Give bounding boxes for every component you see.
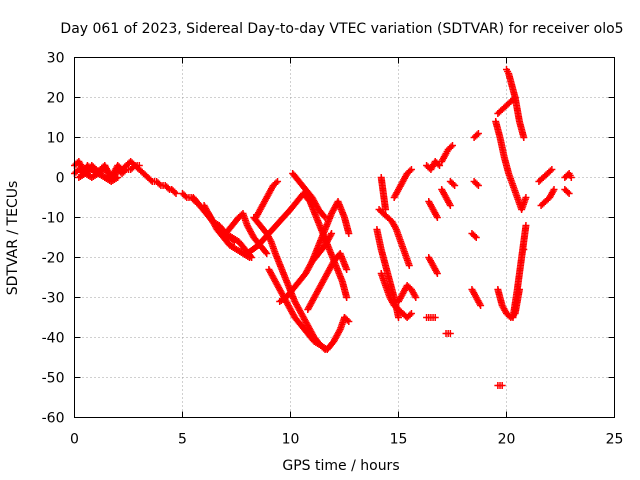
data-point-marker — [434, 160, 442, 168]
data-point-marker — [498, 382, 506, 389]
x-tick-label: 10 — [282, 432, 300, 448]
data-point-marker — [171, 188, 179, 196]
plot-frame — [74, 57, 615, 418]
data-point-marker — [135, 162, 143, 169]
data-point-marker — [433, 214, 441, 221]
data-point-marker — [343, 316, 351, 324]
data-point-marker — [114, 174, 122, 181]
data-point-marker — [473, 180, 481, 188]
y-tick-label: 30 — [47, 51, 65, 67]
data-point-marker — [449, 180, 457, 188]
data-point-marker — [272, 179, 280, 187]
data-point-marker — [477, 302, 485, 309]
chart-title: Day 061 of 2023, Sidereal Day-to-day VTE… — [60, 21, 623, 37]
data-point-marker — [172, 190, 180, 197]
data-point-marker — [274, 178, 282, 185]
data-point-marker — [405, 262, 413, 269]
data-point-marker — [245, 254, 253, 261]
data-point-marker — [472, 234, 480, 241]
data-point-marker — [263, 250, 271, 257]
data-point-marker — [446, 202, 454, 209]
data-point-marker — [471, 232, 479, 240]
data-point-marker — [407, 166, 415, 173]
data-point-marker — [511, 94, 519, 101]
y-tick-label: -40 — [42, 331, 65, 347]
y-axis-label: SDTVAR / TECUs — [5, 181, 21, 296]
data-point-marker — [548, 166, 556, 173]
data-point-marker — [473, 131, 481, 139]
y-tick-label: 0 — [56, 171, 65, 187]
data-point-marker — [406, 311, 414, 319]
data-point-marker — [565, 190, 573, 197]
data-point-marker — [164, 184, 172, 192]
axis-ticks — [74, 57, 615, 418]
data-point-marker — [343, 294, 351, 301]
data-point-marker — [449, 142, 456, 149]
data-point-marker — [130, 163, 138, 171]
y-tick-label: -30 — [42, 291, 65, 307]
data-point-marker — [522, 222, 530, 229]
y-tick-label: -60 — [42, 411, 65, 427]
data-point-marker — [520, 134, 528, 141]
data-point-marker — [546, 167, 554, 175]
y-tick-label: 10 — [47, 131, 65, 147]
y-tick-label: -50 — [42, 371, 65, 387]
data-point-marker — [328, 230, 336, 237]
data-point-marker — [345, 230, 353, 237]
data-point-marker — [181, 192, 189, 200]
data-point-marker — [262, 248, 270, 256]
x-tick-label: 0 — [70, 432, 79, 448]
data-point-marker — [431, 314, 439, 321]
data-point-marker — [147, 176, 155, 184]
data-point-marker — [335, 327, 343, 335]
data-point-marker — [320, 212, 328, 220]
data-point-marker — [395, 314, 402, 321]
data-point-marker — [446, 330, 454, 337]
data-points — [71, 66, 575, 389]
x-tick-label: 5 — [178, 432, 187, 448]
data-point-marker — [451, 182, 459, 189]
grid — [74, 57, 615, 418]
data-point-marker — [343, 266, 351, 273]
data-point-marker — [412, 294, 420, 301]
data-point-marker — [155, 180, 163, 188]
data-point-marker — [564, 188, 572, 196]
data-point-marker — [522, 194, 530, 201]
data-point-marker — [327, 231, 335, 239]
data-point-marker — [321, 346, 329, 353]
data-point-marker — [121, 167, 129, 175]
data-point-marker — [474, 130, 482, 137]
data-point-marker — [436, 162, 444, 169]
data-point-marker — [474, 182, 482, 189]
y-tick-label: -10 — [42, 211, 65, 227]
x-axis-label: GPS time / hours — [282, 458, 399, 474]
data-point-marker — [320, 344, 328, 352]
data-point-marker — [345, 318, 353, 325]
x-tick-label: 25 — [606, 432, 624, 448]
data-point-marker — [406, 167, 414, 175]
data-point-marker — [567, 174, 575, 181]
y-tick-label: 20 — [47, 91, 65, 107]
data-point-marker — [447, 143, 455, 151]
data-point-marker — [407, 310, 415, 317]
data-point-marker — [382, 206, 390, 213]
x-tick-label: 15 — [390, 432, 408, 448]
data-point-marker — [550, 186, 558, 193]
tick-labels: 0 5 10 15 20 25 -60 -50 -40 -30 -20 -10 0 10 20 30 — [42, 51, 624, 448]
x-tick-label: 20 — [498, 432, 516, 448]
data-point-marker — [433, 270, 441, 277]
y-tick-label: -20 — [42, 251, 65, 267]
data-point-marker — [321, 214, 329, 221]
